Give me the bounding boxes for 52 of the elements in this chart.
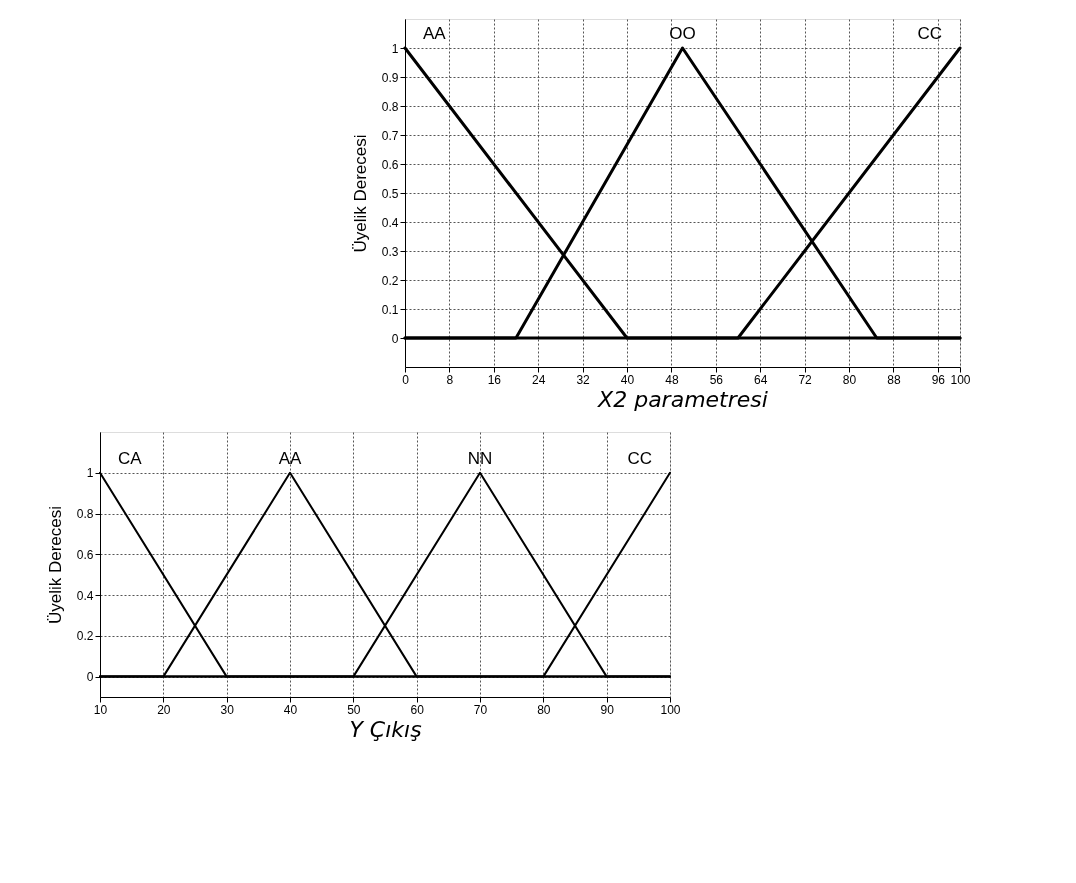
x-tick-label: 80 [537, 702, 551, 717]
y-tick-label: 0.6 [381, 157, 399, 172]
y-tick-label: 1 [86, 466, 94, 481]
y-tick-label: 0.7 [381, 128, 399, 143]
y-tick-label: 0.3 [381, 244, 399, 259]
x-tick-label: 60 [410, 702, 425, 717]
y-tick-label: 0.2 [381, 273, 399, 288]
y-tick-label: 0.4 [381, 215, 399, 230]
y-tick-label: 0.6 [76, 547, 94, 562]
x-tick-label: 8 [446, 372, 454, 387]
x-tick-label: 100 [660, 702, 681, 717]
x-tick-label: 48 [665, 372, 679, 387]
x-tick-label: 40 [283, 702, 298, 717]
series-label: CC [917, 24, 942, 43]
y-axis-title: Üyelik Derecesi [45, 505, 65, 625]
series-label: OO [669, 24, 696, 43]
y-tick-label: 0.1 [381, 302, 399, 317]
x-tick-label: 70 [473, 702, 488, 717]
y-tick-label: 0 [391, 331, 399, 346]
series-label: CC [627, 448, 652, 468]
x-tick-label: 90 [600, 702, 615, 717]
x-axis-title: Y Çıkış [349, 716, 422, 742]
x-tick-label: 40 [620, 372, 635, 387]
y-tick-label: 0.5 [381, 186, 399, 201]
y-tick-label: 0.4 [76, 588, 94, 603]
x-tick-label: 80 [842, 372, 857, 387]
y-axis-title: Üyelik Derecesi [350, 134, 370, 253]
series-label: CA [118, 448, 143, 468]
x-tick-label: 10 [93, 702, 108, 717]
x-tick-label: 20 [157, 702, 171, 717]
y-tick-label: 0 [86, 670, 94, 685]
x-tick-label: 32 [576, 372, 591, 387]
x-tick-label: 30 [220, 702, 235, 717]
x-axis-title: X2 parametresi [597, 386, 768, 412]
x-tick-label: 16 [487, 372, 502, 387]
x-tick-label: 72 [798, 372, 813, 387]
x-tick-label: 0 [402, 372, 410, 387]
series-label: AA [423, 24, 447, 43]
x-tick-label: 56 [709, 372, 724, 387]
series-label: AA [278, 448, 302, 468]
x-tick-label: 96 [931, 372, 946, 387]
x-tick-label: 88 [887, 372, 901, 387]
x-tick-label: 64 [754, 372, 768, 387]
x-tick-label: 100 [950, 372, 971, 387]
y-tick-label: 0.8 [76, 507, 94, 522]
y-tick-label: 1 [391, 41, 399, 56]
y-tick-label: 0.8 [381, 99, 399, 114]
x-tick-label: 24 [532, 372, 546, 387]
y-tick-label: 0.9 [381, 70, 399, 85]
y-tick-label: 0.2 [76, 629, 94, 644]
x-tick-label: 50 [347, 702, 361, 717]
series-label: NN [467, 448, 493, 468]
